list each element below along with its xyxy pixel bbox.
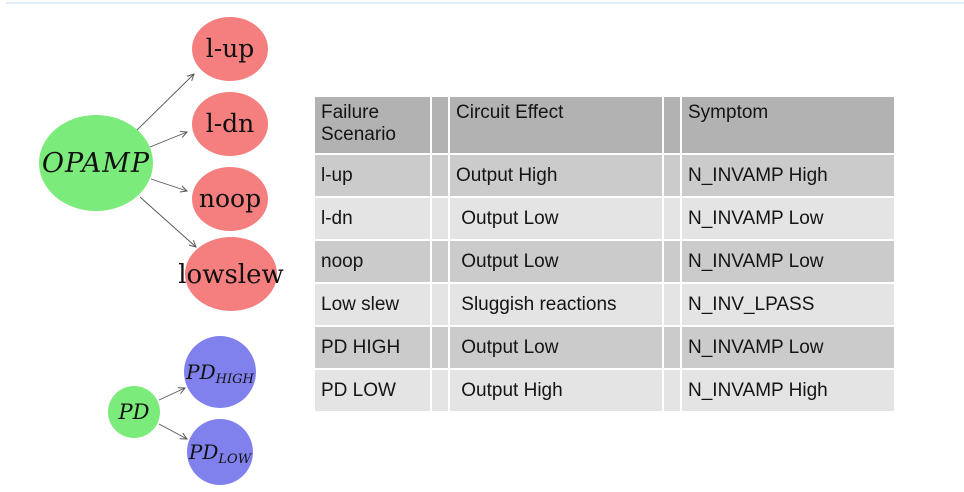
pdlow-node-label: PDLOW bbox=[188, 440, 253, 467]
cell-symptom: N_INVAMP Low bbox=[682, 198, 894, 239]
cell-spacer bbox=[432, 155, 448, 196]
ldn-node bbox=[192, 92, 268, 156]
opamp-node bbox=[39, 115, 153, 211]
pdhigh-label-main: PD bbox=[185, 360, 216, 384]
lowslew-node-label: lowslew bbox=[178, 260, 284, 290]
cell-symptom: N_INVAMP High bbox=[682, 370, 894, 411]
table-row: l-up Output High N_INVAMP High bbox=[315, 155, 894, 196]
fault-model-diagram: OPAMP l-up l-dn noop lowslew PD PDHIGH P… bbox=[39, 17, 284, 485]
table-row: noop Output Low N_INVAMP Low bbox=[315, 241, 894, 282]
pdlow-label-main: PD bbox=[188, 440, 219, 464]
cell-symptom: N_INVAMP Low bbox=[682, 241, 894, 282]
cell-effect: Output High bbox=[450, 155, 662, 196]
pd-node bbox=[108, 386, 160, 438]
cell-spacer bbox=[432, 198, 448, 239]
lup-node-label: l-up bbox=[206, 34, 255, 63]
lup-node bbox=[192, 17, 268, 81]
opamp-node-label: OPAMP bbox=[42, 148, 150, 179]
header-spacer-2 bbox=[664, 97, 680, 153]
header-failure-scenario: Failure Scenario bbox=[315, 97, 430, 153]
cell-spacer bbox=[664, 284, 680, 325]
cell-spacer bbox=[432, 241, 448, 282]
cell-symptom: N_INV_LPASS bbox=[682, 284, 894, 325]
opamp-to-ldn-arrow bbox=[149, 132, 187, 148]
noop-node-label: noop bbox=[199, 184, 261, 213]
cell-spacer bbox=[664, 370, 680, 411]
cell-spacer bbox=[664, 198, 680, 239]
pdhigh-node bbox=[184, 336, 256, 408]
ldn-node-label: l-dn bbox=[206, 109, 255, 138]
cell-scenario: PD LOW bbox=[315, 370, 430, 411]
cell-symptom: N_INVAMP Low bbox=[682, 327, 894, 368]
noop-node bbox=[192, 167, 268, 231]
cell-spacer bbox=[664, 241, 680, 282]
cell-scenario: l-dn bbox=[315, 198, 430, 239]
header-symptom: Symptom bbox=[682, 97, 894, 153]
header-circuit-effect: Circuit Effect bbox=[450, 97, 662, 153]
cell-spacer bbox=[432, 370, 448, 411]
pdlow-label-subscript: LOW bbox=[217, 452, 252, 467]
cell-spacer bbox=[664, 327, 680, 368]
cell-spacer bbox=[432, 284, 448, 325]
cell-effect: Sluggish reactions bbox=[450, 284, 662, 325]
table-row: l-dn Output Low N_INVAMP Low bbox=[315, 198, 894, 239]
table-row: Low slew Sluggish reactions N_INV_LPASS bbox=[315, 284, 894, 325]
table-header-row: Failure Scenario Circuit Effect Symptom bbox=[315, 97, 894, 153]
cell-effect: Output Low bbox=[450, 241, 662, 282]
cell-scenario: l-up bbox=[315, 155, 430, 196]
failure-scenario-table: Failure Scenario Circuit Effect Symptom … bbox=[313, 95, 896, 413]
opamp-to-lowslew-arrow bbox=[139, 196, 196, 247]
opamp-to-noop-arrow bbox=[150, 178, 187, 191]
pd-to-pdlow-arrow bbox=[158, 423, 187, 439]
pdhigh-label-subscript: HIGH bbox=[215, 372, 255, 387]
cell-scenario: noop bbox=[315, 241, 430, 282]
header-spacer-1 bbox=[432, 97, 448, 153]
cell-spacer bbox=[432, 327, 448, 368]
cell-scenario: PD HIGH bbox=[315, 327, 430, 368]
opamp-to-lup-arrow bbox=[136, 74, 194, 131]
lowslew-node bbox=[185, 237, 277, 311]
cell-scenario: Low slew bbox=[315, 284, 430, 325]
cell-effect: Output Low bbox=[450, 198, 662, 239]
cell-effect: Output Low bbox=[450, 327, 662, 368]
top-accent-line bbox=[6, 2, 964, 4]
pd-to-pdhigh-arrow bbox=[158, 388, 185, 401]
pdlow-node bbox=[187, 419, 253, 485]
pdhigh-node-label: PDHIGH bbox=[185, 360, 254, 387]
table-row: PD HIGH Output Low N_INVAMP Low bbox=[315, 327, 894, 368]
cell-effect: Output High bbox=[450, 370, 662, 411]
pd-node-label: PD bbox=[118, 400, 150, 424]
cell-spacer bbox=[664, 155, 680, 196]
table-row: PD LOW Output High N_INVAMP High bbox=[315, 370, 894, 411]
cell-symptom: N_INVAMP High bbox=[682, 155, 894, 196]
